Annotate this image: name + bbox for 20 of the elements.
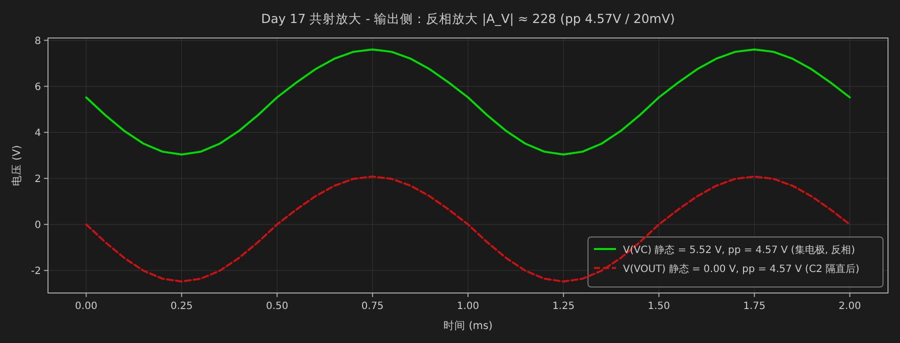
x-tick-label: 0.75 <box>361 301 384 312</box>
x-tick-label: 1.25 <box>552 301 575 312</box>
x-axis-title: 时间 (ms) <box>443 319 493 332</box>
y-tick-label: 0 <box>34 220 41 231</box>
x-tick-label: 1.50 <box>648 301 670 312</box>
line-series <box>85 48 851 156</box>
legend-label: V(VOUT) 静态 = 0.00 V, pp = 4.57 V (C2 隔直后) <box>623 263 860 275</box>
y-tick-label: 4 <box>34 128 41 139</box>
chart-title: Day 17 共射放大 - 输出侧：反相放大 |A_V| ≈ 228 (pp 4.57V / 20mV) <box>261 11 675 26</box>
x-tick-label: 2.00 <box>838 301 861 312</box>
y-tick-label: 6 <box>34 82 41 93</box>
x-tick-label: 0.25 <box>170 301 193 312</box>
y-axis-title: 电压 (V) <box>10 145 23 186</box>
y-tick-label: 8 <box>34 36 41 47</box>
x-tick-label: 1.00 <box>456 301 480 312</box>
x-tick-label: 0.00 <box>75 301 98 312</box>
x-tick-label: 0.50 <box>266 301 288 312</box>
y-tick-label: 2 <box>34 174 41 185</box>
y-tick-label: -2 <box>31 266 41 277</box>
x-tick-label: 1.75 <box>743 301 766 312</box>
